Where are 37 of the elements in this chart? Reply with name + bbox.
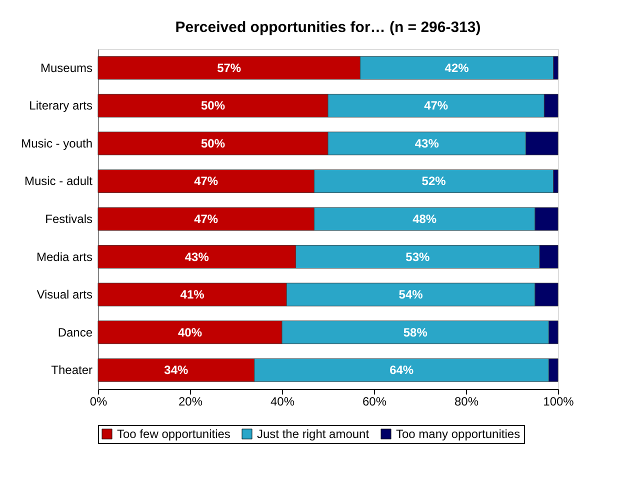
data-label: 41% xyxy=(180,288,205,302)
data-label: 50% xyxy=(200,98,226,113)
y-tick-label: Festivals xyxy=(45,212,92,226)
data-label: 47% xyxy=(194,174,218,188)
x-tick-label: 60% xyxy=(362,394,387,408)
y-tick-label: Media arts xyxy=(36,250,92,264)
y-tick-label: Theater xyxy=(51,363,92,378)
x-tick-label: 100% xyxy=(543,394,574,408)
legend-label: Too many opportunities xyxy=(396,427,520,441)
data-label: 43% xyxy=(414,136,440,150)
legend-label: Just the right amount xyxy=(257,427,370,441)
y-tick-label: Dance xyxy=(58,325,93,340)
legend-label: Too few opportunities xyxy=(117,427,230,441)
data-label: 34% xyxy=(164,363,189,378)
y-tick-label: Music - youth xyxy=(21,136,92,150)
data-label: 64% xyxy=(390,363,414,378)
x-tick-label: 0% xyxy=(90,394,108,408)
y-tick-label: Visual arts xyxy=(36,288,92,302)
data-label: 57% xyxy=(217,60,242,75)
y-tick-label: Literary arts xyxy=(29,98,92,113)
y-tick-label: Music - adult xyxy=(24,174,94,188)
data-label: 58% xyxy=(403,325,428,340)
data-label: 47% xyxy=(424,98,448,113)
data-label: 52% xyxy=(422,174,446,188)
x-tick-label: 80% xyxy=(454,394,479,408)
chart-title: Perceived opportunities for… (n = 296-313) xyxy=(175,19,481,36)
data-label: 50% xyxy=(200,136,226,150)
data-label: 47% xyxy=(194,212,218,226)
data-label: 43% xyxy=(184,250,210,264)
data-label: 40% xyxy=(178,325,202,340)
data-label: 53% xyxy=(406,250,430,264)
data-label: 48% xyxy=(412,212,437,226)
data-label: 54% xyxy=(398,288,424,302)
x-tick-label: 40% xyxy=(270,394,295,408)
data-label: 42% xyxy=(444,60,470,75)
x-tick-label: 20% xyxy=(178,394,203,408)
y-tick-label: Museums xyxy=(40,60,92,75)
